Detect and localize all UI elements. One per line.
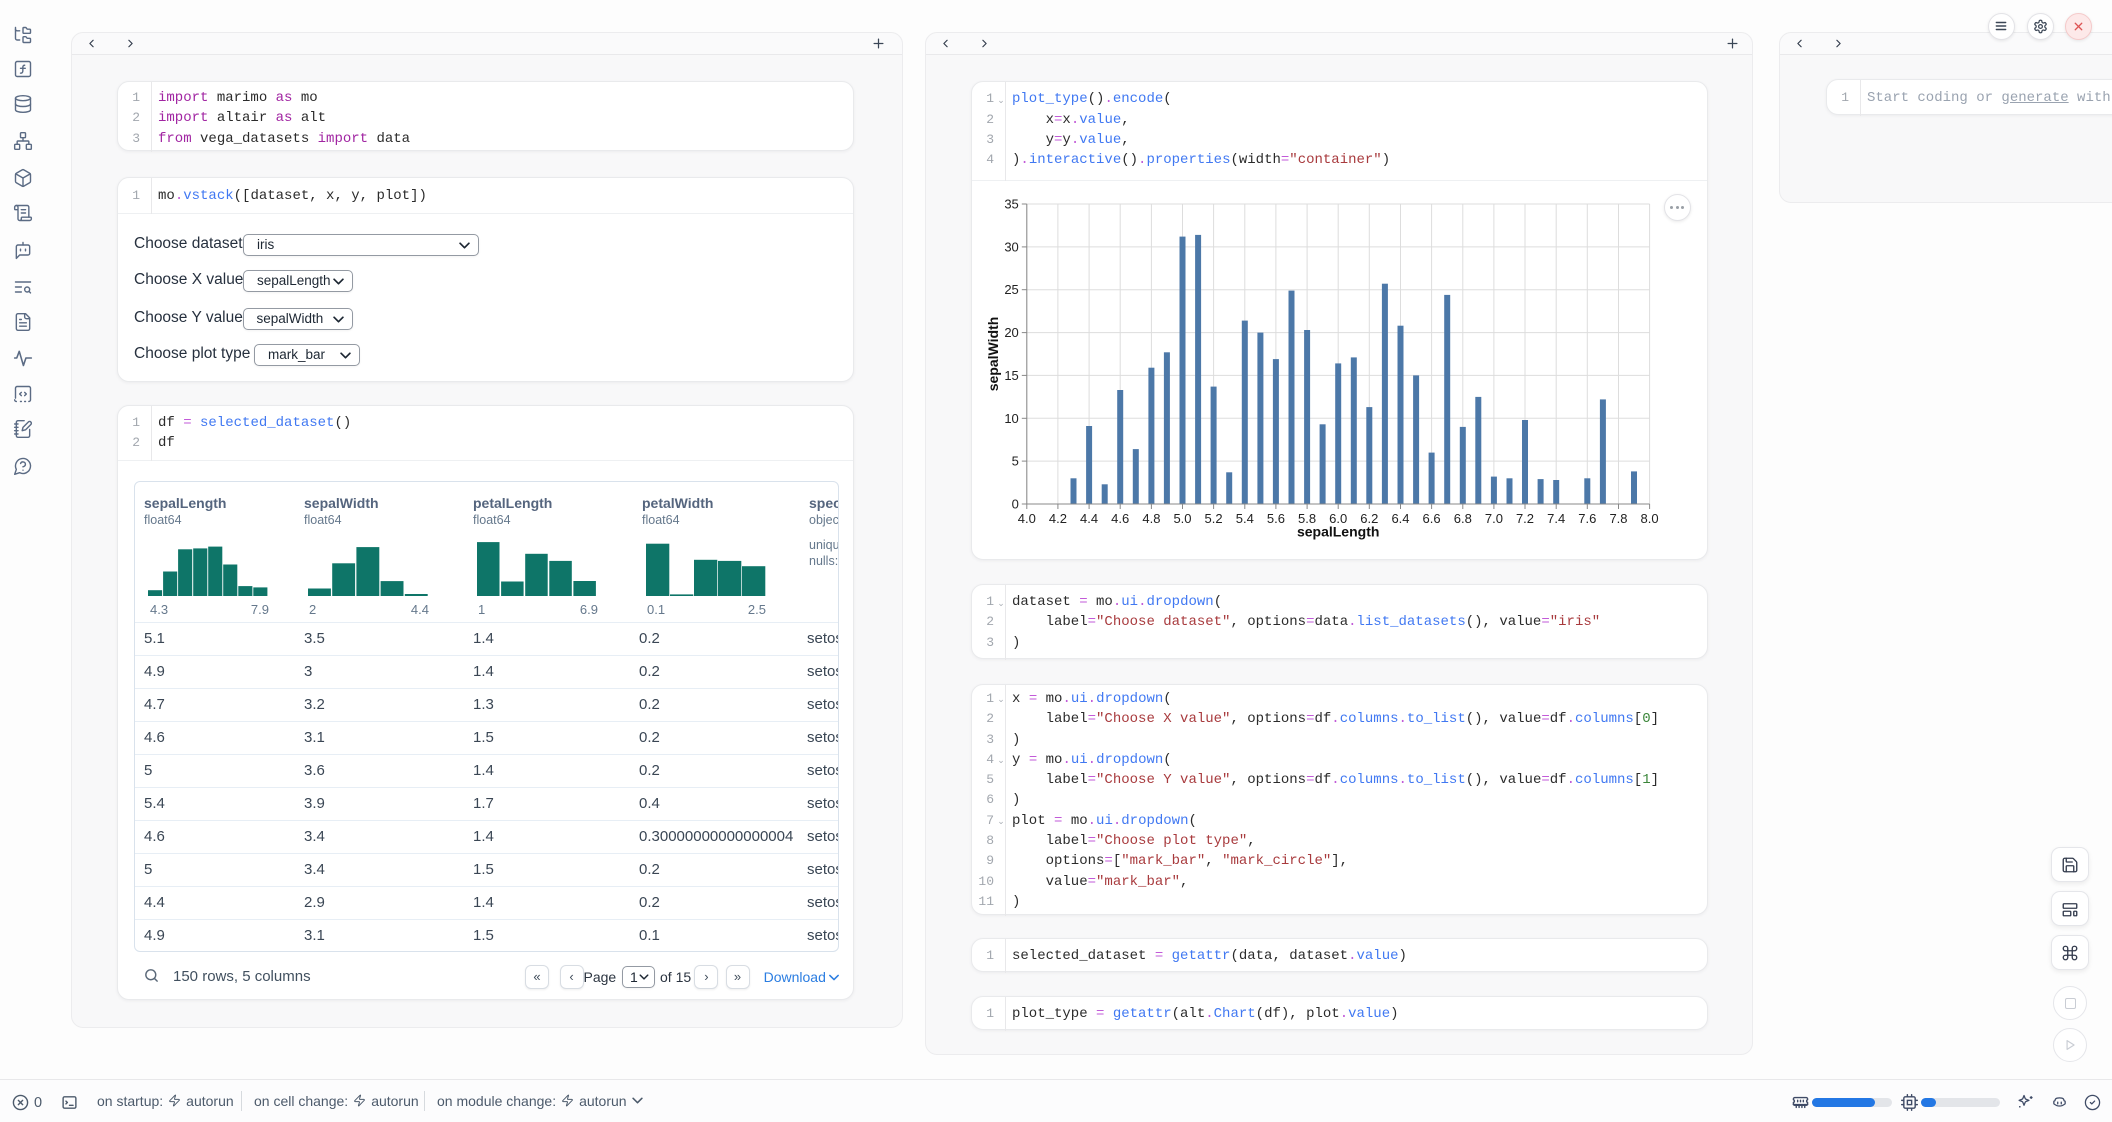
- svg-text:5.0: 5.0: [1173, 511, 1191, 526]
- svg-text:5.6: 5.6: [1267, 511, 1285, 526]
- svg-text:4.8: 4.8: [1142, 511, 1160, 526]
- svg-text:30: 30: [1004, 239, 1018, 254]
- svg-text:4.4: 4.4: [1080, 511, 1098, 526]
- svg-text:6.6: 6.6: [1423, 511, 1441, 526]
- svg-text:sepalLength: sepalLength: [1297, 524, 1379, 540]
- svg-text:5.4: 5.4: [1236, 511, 1254, 526]
- svg-text:7.0: 7.0: [1485, 511, 1503, 526]
- svg-text:6.4: 6.4: [1391, 511, 1409, 526]
- svg-text:4.6: 4.6: [1111, 511, 1129, 526]
- svg-text:6.2: 6.2: [1360, 511, 1378, 526]
- svg-text:6.0: 6.0: [1329, 511, 1347, 526]
- svg-text:15: 15: [1004, 368, 1018, 383]
- svg-text:sepalWidth: sepalWidth: [985, 317, 1001, 392]
- svg-text:20: 20: [1004, 325, 1018, 340]
- svg-text:25: 25: [1004, 282, 1018, 297]
- svg-text:7.4: 7.4: [1547, 511, 1565, 526]
- svg-text:7.8: 7.8: [1609, 511, 1627, 526]
- svg-text:5: 5: [1012, 454, 1019, 469]
- svg-text:7.6: 7.6: [1578, 511, 1596, 526]
- svg-text:4.2: 4.2: [1049, 511, 1067, 526]
- svg-text:7.2: 7.2: [1516, 511, 1534, 526]
- svg-text:4.0: 4.0: [1018, 511, 1036, 526]
- svg-text:6.8: 6.8: [1454, 511, 1472, 526]
- svg-text:5.8: 5.8: [1298, 511, 1316, 526]
- svg-text:8.0: 8.0: [1641, 511, 1659, 526]
- svg-text:0: 0: [1012, 497, 1019, 512]
- svg-text:35: 35: [1004, 197, 1018, 212]
- svg-text:10: 10: [1004, 411, 1018, 426]
- svg-text:5.2: 5.2: [1205, 511, 1223, 526]
